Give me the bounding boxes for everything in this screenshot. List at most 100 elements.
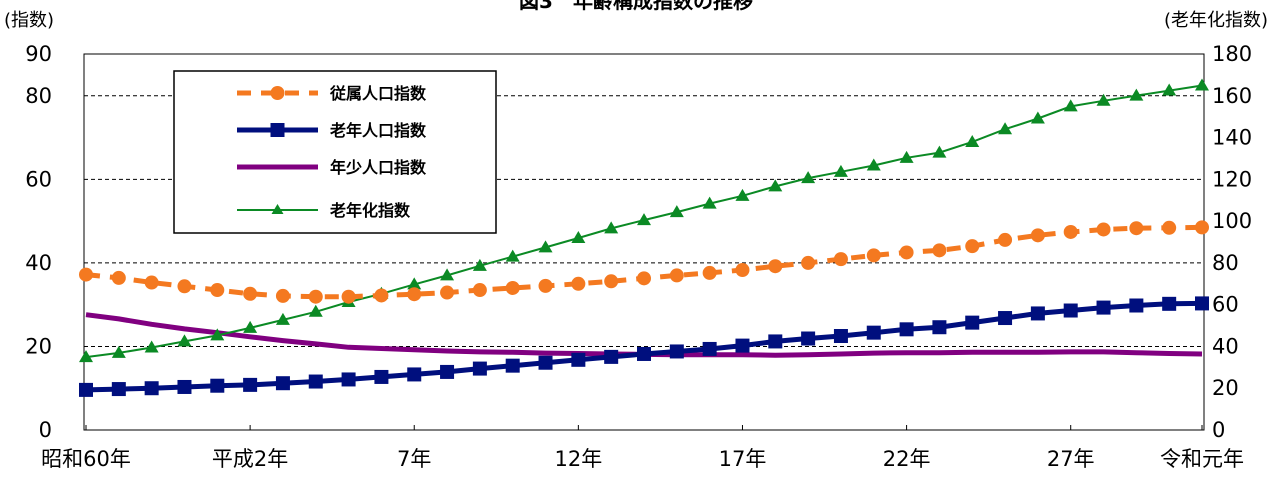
x-axis: 昭和60年 平成2年 7年 12年 17年 22年 27年 令和元年 — [41, 425, 1244, 471]
legend-marker — [270, 86, 285, 100]
left-y-axis: 0 20 40 60 80 90 — [25, 42, 52, 442]
right-y-tick-label: 160 — [1212, 84, 1252, 108]
data-point — [440, 285, 455, 300]
data-point — [407, 287, 422, 302]
gridlines — [84, 95, 1204, 347]
data-point — [571, 231, 586, 244]
data-point — [998, 311, 1013, 326]
data-point — [79, 267, 93, 282]
data-point — [440, 364, 455, 379]
data-point — [374, 369, 389, 384]
data-point — [1162, 220, 1177, 235]
data-point — [1030, 111, 1045, 124]
data-point — [407, 277, 422, 290]
left-axis-unit-label: (指数) — [4, 10, 54, 31]
x-tick-label: 22年 — [883, 447, 931, 471]
data-point — [965, 315, 980, 330]
data-point — [243, 286, 258, 301]
data-point — [210, 328, 225, 341]
data-point — [669, 205, 684, 218]
data-point — [1063, 303, 1078, 318]
data-point — [1162, 83, 1177, 96]
data-point — [899, 245, 914, 260]
x-tick-label: 平成2年 — [212, 447, 288, 471]
data-point — [1129, 88, 1144, 101]
data-point — [472, 258, 487, 271]
data-point — [998, 232, 1013, 247]
x-tick-label: 令和元年 — [1160, 447, 1244, 471]
data-point — [505, 358, 520, 373]
legend-label: 老年化指数 — [329, 201, 411, 220]
data-point — [177, 279, 192, 294]
data-point — [1195, 220, 1209, 235]
data-point — [932, 320, 947, 335]
right-y-tick-label: 120 — [1212, 167, 1252, 191]
data-point — [210, 283, 225, 298]
right-y-tick-label: 60 — [1212, 293, 1239, 317]
data-point — [735, 188, 750, 201]
data-point — [1129, 221, 1144, 236]
data-point — [111, 270, 126, 285]
data-point — [243, 377, 258, 392]
right-y-tick-label: 180 — [1212, 42, 1252, 66]
x-tick-label: 17年 — [719, 447, 767, 471]
legend-marker — [271, 204, 284, 214]
legend-label: 従属人口指数 — [329, 84, 427, 103]
data-point — [374, 288, 389, 303]
left-y-tick-label: 20 — [25, 334, 52, 358]
data-point — [210, 378, 225, 393]
left-y-tick-label: 0 — [39, 418, 52, 442]
data-point — [111, 382, 126, 397]
data-point — [308, 374, 323, 389]
data-point — [1096, 222, 1111, 237]
legend-box — [173, 70, 497, 234]
data-point — [604, 274, 619, 289]
data-point — [768, 179, 783, 192]
data-point — [341, 372, 356, 387]
data-point — [144, 381, 159, 396]
data-point — [735, 262, 750, 277]
data-point — [472, 361, 487, 376]
x-tick-label: 昭和60年 — [41, 447, 131, 471]
data-point — [79, 382, 93, 397]
data-point — [472, 283, 487, 298]
data-point — [866, 248, 881, 263]
data-point — [604, 349, 619, 364]
data-point — [440, 268, 455, 281]
right-y-tick-label: 20 — [1212, 376, 1239, 400]
data-point — [1030, 228, 1045, 243]
data-point — [177, 334, 192, 347]
data-point — [801, 331, 816, 346]
data-point — [932, 243, 947, 258]
data-point — [932, 145, 947, 158]
data-point — [735, 338, 750, 353]
data-point — [1096, 300, 1111, 315]
right-y-tick-label: 100 — [1212, 209, 1252, 233]
series-group — [79, 78, 1209, 397]
data-point — [768, 259, 783, 274]
data-point — [505, 280, 520, 295]
legend-label: 年少人口指数 — [330, 158, 427, 177]
data-point — [1030, 306, 1045, 321]
data-point — [341, 289, 356, 304]
data-point — [144, 275, 159, 290]
data-point — [669, 344, 684, 359]
data-point — [1195, 78, 1209, 91]
right-y-tick-label: 80 — [1212, 251, 1239, 275]
legend-label: 老年人口指数 — [329, 121, 427, 140]
data-point — [768, 334, 783, 349]
data-point — [833, 329, 848, 343]
data-point — [505, 249, 520, 262]
right-y-tick-label: 140 — [1212, 126, 1252, 150]
data-point — [866, 325, 881, 340]
series-1 — [79, 296, 1209, 397]
series-3 — [79, 78, 1209, 363]
data-point — [899, 150, 914, 163]
x-tick-label: 12年 — [554, 447, 602, 471]
data-point — [1096, 93, 1111, 106]
data-point — [538, 240, 553, 253]
x-tick-label: 7年 — [397, 447, 431, 471]
data-point — [243, 320, 258, 333]
